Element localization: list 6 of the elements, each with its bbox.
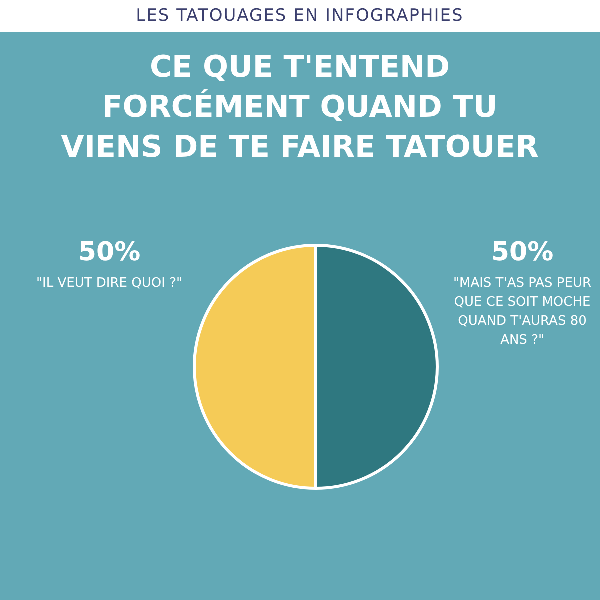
slice-label: "IL VEUT DIRE QUOI ?" <box>36 276 182 291</box>
data-label: 50% <box>491 237 554 268</box>
chart-title: CE QUE T'ENTEND FORCÉMENT QUAND TU VIENS DE TE FAIRE TATOUER <box>60 49 540 167</box>
chart-subtitle: LES TATOUAGES EN INFOGRAPHIES <box>0 0 600 32</box>
slice-label: "MAIS T'AS PAS PEUR QUE CE SOIT MOCHE QUAND T'AURAS 80 ANS ?" <box>454 276 592 348</box>
data-label: 50% <box>78 237 141 268</box>
